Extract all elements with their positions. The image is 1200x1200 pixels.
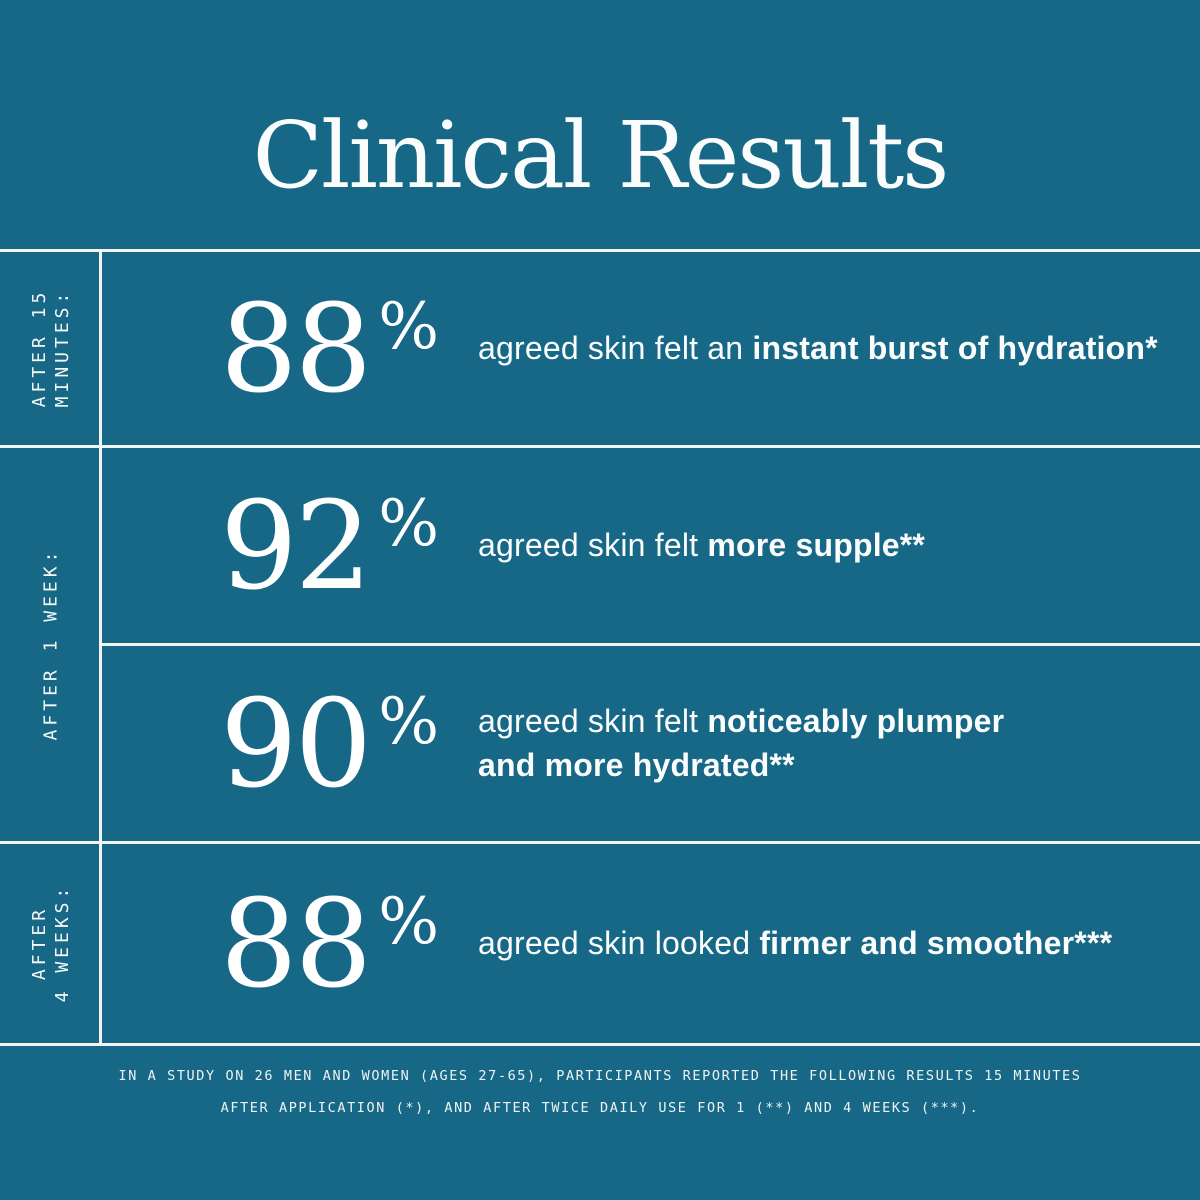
stat-value: 88 % bbox=[220, 883, 452, 1005]
stat-description: agreed skin felt an instant burst of hyd… bbox=[478, 327, 1158, 371]
disclaimer-line: IN A STUDY ON 26 MEN AND WOMEN (AGES 27-… bbox=[118, 1068, 1082, 1084]
side-label-after-4-weeks: AFTER 4 WEEKS: bbox=[28, 884, 74, 1003]
stat-number: 88 bbox=[220, 277, 372, 420]
stat-value: 90 % bbox=[220, 683, 452, 805]
percent-sign: % bbox=[378, 884, 440, 959]
side-label-after-15-minutes: AFTER 15 MINUTES: bbox=[28, 289, 74, 408]
desc-bold: firmer and smoother*** bbox=[759, 924, 1113, 961]
desc-bold: more supple** bbox=[707, 526, 926, 563]
desc-regular: agreed skin felt an bbox=[478, 329, 753, 366]
stat-number: 88 bbox=[220, 872, 372, 1015]
divider-bottom bbox=[0, 1043, 1200, 1046]
divider-row2-row3 bbox=[100, 643, 1200, 646]
side-label-line: AFTER 15 bbox=[29, 288, 50, 408]
stat-description: agreed skin looked firmer and smoother**… bbox=[478, 922, 1112, 966]
stat-description: agreed skin felt more supple** bbox=[478, 524, 925, 568]
divider-vertical bbox=[99, 249, 102, 1046]
percent-sign: % bbox=[378, 289, 440, 364]
divider-top bbox=[0, 249, 1200, 252]
result-row-4-weeks: 88 % agreed skin looked firmer and smoot… bbox=[102, 844, 1200, 1043]
stat-value: 88 % bbox=[220, 288, 452, 410]
desc-regular: agreed skin felt bbox=[478, 702, 708, 739]
study-disclaimer: IN A STUDY ON 26 MEN AND WOMEN (AGES 27-… bbox=[0, 1060, 1200, 1124]
stat-number: 90 bbox=[220, 672, 372, 815]
desc-regular: agreed skin looked bbox=[478, 924, 760, 961]
desc-bold: noticeably plumper bbox=[707, 702, 1005, 739]
side-label-line: MINUTES: bbox=[52, 288, 73, 408]
percent-sign: % bbox=[378, 684, 440, 759]
result-row-15-minutes: 88 % agreed skin felt an instant burst o… bbox=[102, 252, 1200, 445]
result-row-1-week-plumper: 90 % agreed skin felt noticeably plumper… bbox=[102, 646, 1200, 841]
desc-regular: agreed skin felt bbox=[478, 526, 708, 563]
stat-description: agreed skin felt noticeably plumper and … bbox=[478, 700, 1004, 787]
percent-sign: % bbox=[378, 486, 440, 561]
divider-row3-row4 bbox=[0, 841, 1200, 844]
desc-bold: instant burst of hydration* bbox=[752, 329, 1158, 366]
side-label-line: AFTER 1 WEEK: bbox=[40, 547, 62, 741]
stat-value: 92 % bbox=[220, 485, 452, 607]
page-title: Clinical Results bbox=[252, 102, 950, 209]
disclaimer-line: AFTER APPLICATION (*), AND AFTER TWICE D… bbox=[220, 1100, 980, 1116]
side-label-line: 4 WEEKS: bbox=[52, 883, 73, 1003]
desc-bold: and more hydrated** bbox=[478, 746, 795, 783]
side-label-after-1-week: AFTER 1 WEEK: bbox=[40, 548, 63, 741]
divider-row1-row2 bbox=[0, 445, 1200, 448]
stat-number: 92 bbox=[220, 474, 372, 617]
result-row-1-week-supple: 92 % agreed skin felt more supple** bbox=[102, 448, 1200, 643]
side-label-line: AFTER bbox=[29, 905, 50, 981]
